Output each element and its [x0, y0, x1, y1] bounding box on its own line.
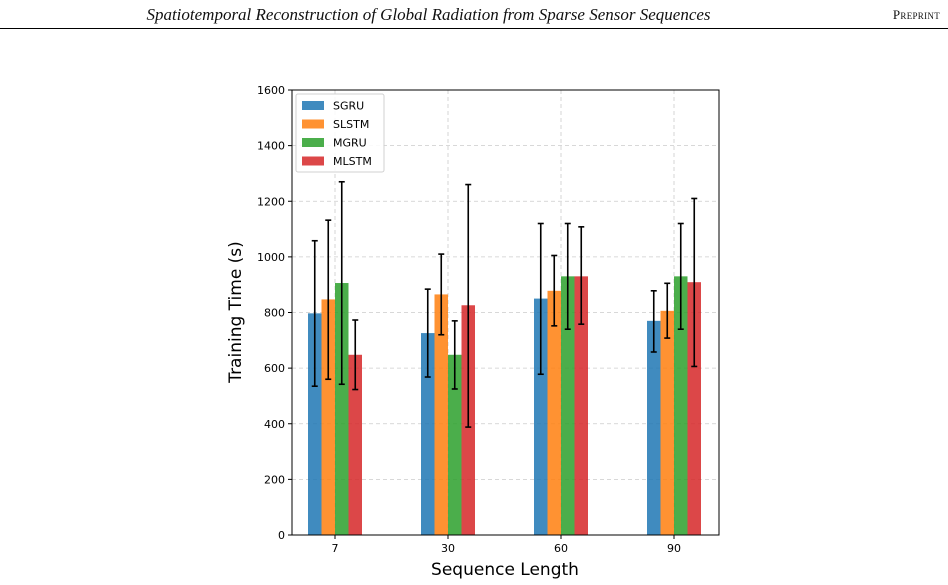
bar-slstm-30	[434, 294, 448, 535]
bar-slstm-90	[660, 310, 674, 535]
y-tick-label: 800	[264, 307, 285, 320]
y-tick-label: 1400	[257, 140, 285, 153]
y-tick-label: 1600	[257, 84, 285, 97]
y-axis-ticks: 0 200 400 600 800 1000 1200 1400 1600	[257, 84, 292, 542]
legend-label-slstm: SLSTM	[333, 118, 369, 131]
preprint-tag: Preprint	[892, 7, 940, 22]
bar-mlstm-90	[687, 282, 701, 535]
y-axis-label: Training Time (s)	[226, 241, 246, 384]
bar-mgru-30	[448, 354, 462, 535]
bar-sgru-30	[421, 333, 435, 535]
bar-sgru-90	[647, 320, 661, 535]
y-tick-label: 0	[278, 529, 285, 542]
legend-swatch-mlstm	[302, 156, 324, 166]
x-tick-label: 30	[441, 542, 455, 555]
x-tick-label: 90	[667, 542, 681, 555]
legend-label-mgru: MGRU	[333, 137, 367, 150]
bar-slstm-60	[547, 290, 561, 535]
x-tick-label: 60	[554, 542, 568, 555]
legend-swatch-mgru	[302, 138, 324, 147]
header-divider	[0, 28, 948, 29]
legend-label-sgru: SGRU	[333, 100, 364, 113]
y-tick-label: 1200	[257, 195, 285, 208]
bar-sgru-7	[308, 313, 322, 535]
x-axis-ticks: 7 30 60 90	[332, 535, 681, 555]
bars	[308, 276, 701, 535]
bar-mgru-90	[674, 276, 688, 535]
y-tick-label: 200	[264, 473, 285, 486]
legend-label-mlstm: MLSTM	[333, 155, 372, 168]
bar-mgru-7	[335, 283, 349, 535]
bar-mlstm-60	[574, 276, 588, 535]
legend-swatch-slstm	[302, 119, 324, 129]
y-tick-label: 600	[264, 362, 285, 375]
page-title: Spatiotemporal Reconstruction of Global …	[146, 5, 711, 24]
x-tick-label: 7	[332, 542, 339, 555]
y-tick-label: 400	[264, 418, 285, 431]
page-header: Spatiotemporal Reconstruction of Global …	[0, 0, 948, 30]
legend-box	[295, 93, 385, 173]
x-axis-label: Sequence Length	[431, 560, 579, 580]
bar-slstm-7	[321, 299, 335, 535]
error-bars	[311, 180, 698, 428]
legend: SGRU SLSTM MGRU MLSTM	[295, 93, 385, 173]
bar-sgru-60	[534, 298, 548, 535]
y-tick-label: 1000	[257, 251, 285, 264]
bar-mgru-60	[561, 276, 575, 535]
bar-mlstm-7	[348, 354, 362, 535]
legend-swatch-sgru	[302, 101, 324, 110]
